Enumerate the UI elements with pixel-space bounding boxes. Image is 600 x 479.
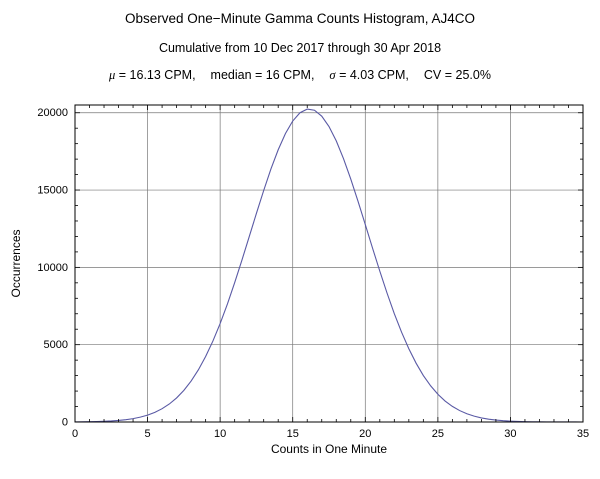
x-tick-label: 35 xyxy=(577,428,589,440)
plot-frame xyxy=(74,104,584,423)
y-tick-label: 10000 xyxy=(37,262,68,274)
histogram-curve xyxy=(74,108,584,423)
x-tick-label: 15 xyxy=(287,428,299,440)
y-tick-label: 20000 xyxy=(37,107,68,119)
x-axis-label: Counts in One Minute xyxy=(271,442,387,456)
x-tick-label: 0 xyxy=(72,428,78,440)
median-value: median = 16 CPM, xyxy=(210,68,315,82)
chart-subtitle: Cumulative from 10 Dec 2017 through 30 A… xyxy=(0,41,600,55)
x-tick-label: 30 xyxy=(504,428,516,440)
sigma-symbol: σ xyxy=(329,68,336,82)
chart-title-text: Observed One−Minute Gamma Counts Histogr… xyxy=(124,11,476,26)
x-tick-label: 25 xyxy=(432,428,444,440)
chart-stats: μ = 16.13 CPM, median = 16 CPM, σ = 4.03 C… xyxy=(0,68,600,83)
chart-title: Observed One−Minute Gamma Counts Histogr… xyxy=(0,11,600,26)
x-tick-label: 5 xyxy=(145,428,151,440)
chart-subtitle-text: Cumulative from 10 Dec 2017 through 30 A… xyxy=(158,41,442,55)
x-tick-label: 20 xyxy=(359,428,371,440)
x-tick-label: 10 xyxy=(214,428,226,440)
mu-symbol: μ xyxy=(109,68,116,82)
y-tick-label: 5000 xyxy=(44,339,68,351)
sigma-value: = 4.03 CPM, xyxy=(335,68,409,82)
y-tick-label: 0 xyxy=(62,417,68,429)
mu-value: = 16.13 CPM, xyxy=(115,68,196,82)
cv-value: CV = 25.0% xyxy=(423,68,491,82)
y-axis-label: Occurrences xyxy=(9,229,23,297)
y-tick-label: 15000 xyxy=(37,185,68,197)
